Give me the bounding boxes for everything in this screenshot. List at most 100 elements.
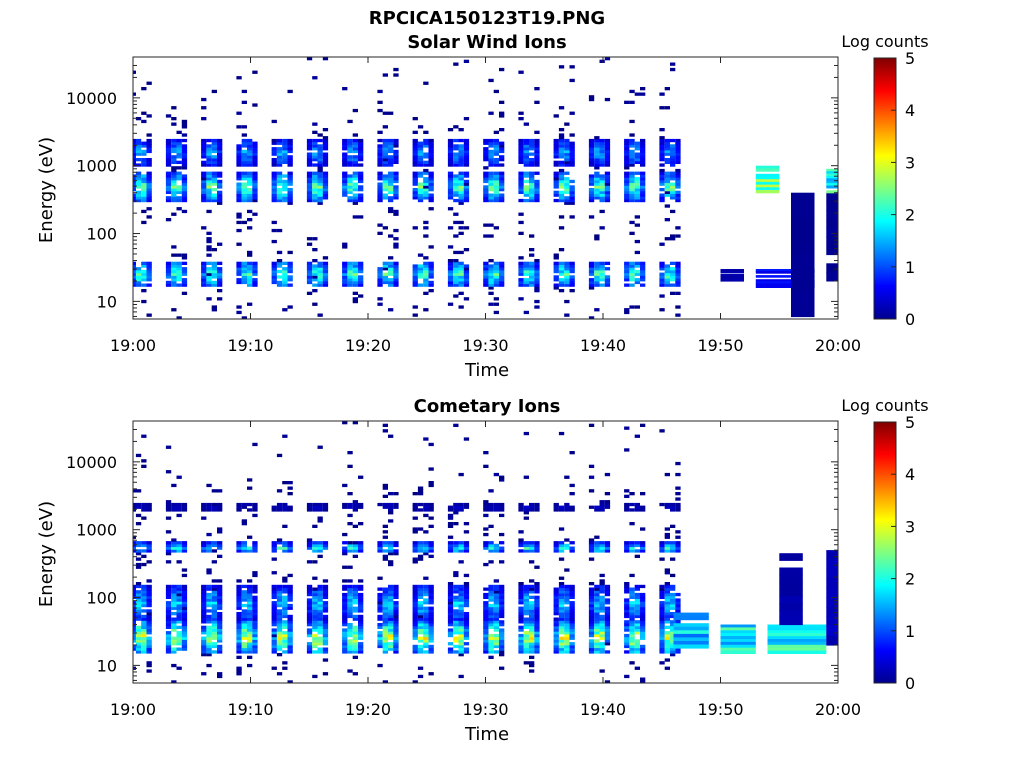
- heatmap-cell: [306, 650, 313, 654]
- heatmap-cell: [428, 590, 434, 594]
- heatmap-cell: [624, 636, 630, 640]
- heatmap-cell: [388, 434, 394, 438]
- heatmap-cell: [553, 505, 559, 509]
- heatmap-cell: [553, 179, 559, 184]
- heatmap-cell: [553, 508, 559, 512]
- heatmap-cell: [447, 144, 454, 148]
- heatmap-cell: [146, 603, 152, 608]
- heatmap-cell: [518, 185, 524, 189]
- heatmap-cell: [287, 138, 293, 143]
- heatmap-cell: [588, 198, 595, 203]
- heatmap-cell: [483, 166, 489, 170]
- heatmap-cell: [534, 160, 540, 164]
- heatmap-cell: [206, 297, 212, 301]
- heatmap-cell: [181, 633, 188, 638]
- heatmap-cell: [588, 590, 595, 594]
- heatmap-cell: [463, 595, 470, 599]
- heatmap-cell: [135, 625, 142, 629]
- heatmap-cell: [217, 149, 223, 154]
- heatmap-cell: [322, 185, 329, 189]
- heatmap-cell: [206, 639, 212, 643]
- heatmap-cell: [518, 261, 524, 265]
- heatmap-cell: [453, 261, 459, 265]
- heatmap-cell: [377, 100, 383, 104]
- heatmap-cell: [317, 272, 323, 276]
- heatmap-cell: [428, 264, 434, 268]
- heatmap-cell: [558, 289, 565, 293]
- heatmap-cell: [599, 179, 605, 184]
- heatmap-cell: [594, 171, 600, 175]
- heatmap-cell: [276, 672, 283, 676]
- heatmap-cell: [347, 451, 353, 455]
- heatmap-cell: [252, 584, 258, 589]
- heatmap-cell: [271, 147, 277, 151]
- heatmap-cell: [463, 617, 470, 621]
- heatmap-cell: [412, 179, 418, 184]
- heatmap-cell: [271, 220, 277, 225]
- heatmap-cell: [634, 434, 640, 438]
- heatmap-cell: [599, 582, 605, 586]
- heatmap-cell: [312, 193, 318, 197]
- heatmap-cell: [201, 196, 207, 200]
- heatmap-cell: [412, 650, 418, 654]
- heatmap-cell: [659, 609, 665, 613]
- heatmap-cell: [634, 543, 640, 548]
- heatmap-cell: [664, 598, 670, 602]
- heatmap-cell: [276, 275, 283, 279]
- heatmap-cell: [236, 190, 242, 194]
- heatmap-cell: [558, 612, 565, 616]
- heatmap-cell: [141, 633, 147, 638]
- heatmap-cell: [417, 158, 424, 162]
- heatmap-cell: [322, 541, 329, 545]
- heatmap-cell: [247, 587, 253, 591]
- heatmap-cell: [417, 193, 424, 197]
- x-axis-label: Time: [464, 360, 509, 381]
- heatmap-cell: [322, 174, 329, 178]
- heatmap-cell: [493, 587, 499, 591]
- heatmap-cell: [181, 639, 188, 643]
- heatmap-cell: [417, 190, 424, 194]
- heatmap-cell: [352, 633, 358, 638]
- heatmap-cell: [755, 181, 780, 186]
- heatmap-cell: [659, 647, 665, 651]
- heatmap-cell: [624, 141, 630, 145]
- heatmap-cell: [594, 193, 600, 197]
- heatmap-cell: [342, 275, 348, 279]
- heatmap-cell: [659, 628, 665, 632]
- heatmap-cell: [342, 152, 348, 156]
- heatmap-cell: [312, 595, 318, 599]
- heatmap-cell: [569, 283, 575, 287]
- heatmap-cell: [675, 141, 681, 145]
- heatmap-cell: [146, 261, 152, 265]
- heatmap-cell: [287, 275, 293, 279]
- heatmap-cell: [165, 179, 172, 184]
- heatmap-cell: [201, 198, 207, 203]
- heatmap-cell: [271, 603, 277, 608]
- heatmap-cell: [306, 603, 313, 608]
- heatmap-cell: [271, 228, 277, 233]
- heatmap-cell: [594, 609, 600, 613]
- heatmap-cell: [217, 147, 223, 151]
- heatmap-cell: [165, 177, 172, 181]
- heatmap-cell: [629, 152, 635, 156]
- heatmap-cell: [826, 578, 838, 589]
- heatmap-cell: [358, 193, 364, 197]
- heatmap-cell: [670, 67, 676, 72]
- heatmap-cell: [534, 587, 540, 591]
- heatmap-cell: [483, 188, 489, 192]
- heatmap-cell: [675, 196, 681, 200]
- heatmap-cell: [133, 614, 136, 619]
- heatmap-cell: [599, 158, 605, 162]
- heatmap-cell: [201, 275, 207, 279]
- heatmap-cell: [488, 158, 494, 162]
- heatmap-cell: [447, 522, 454, 526]
- heatmap-cell: [352, 163, 358, 167]
- heatmap-cell: [640, 278, 646, 282]
- heatmap-cell: [675, 149, 681, 154]
- heatmap-cell: [393, 644, 399, 649]
- heatmap-cell: [347, 158, 353, 162]
- heatmap-cell: [388, 631, 394, 635]
- heatmap-cell: [165, 636, 172, 640]
- heatmap-cell: [675, 535, 681, 539]
- heatmap-cell: [675, 541, 681, 545]
